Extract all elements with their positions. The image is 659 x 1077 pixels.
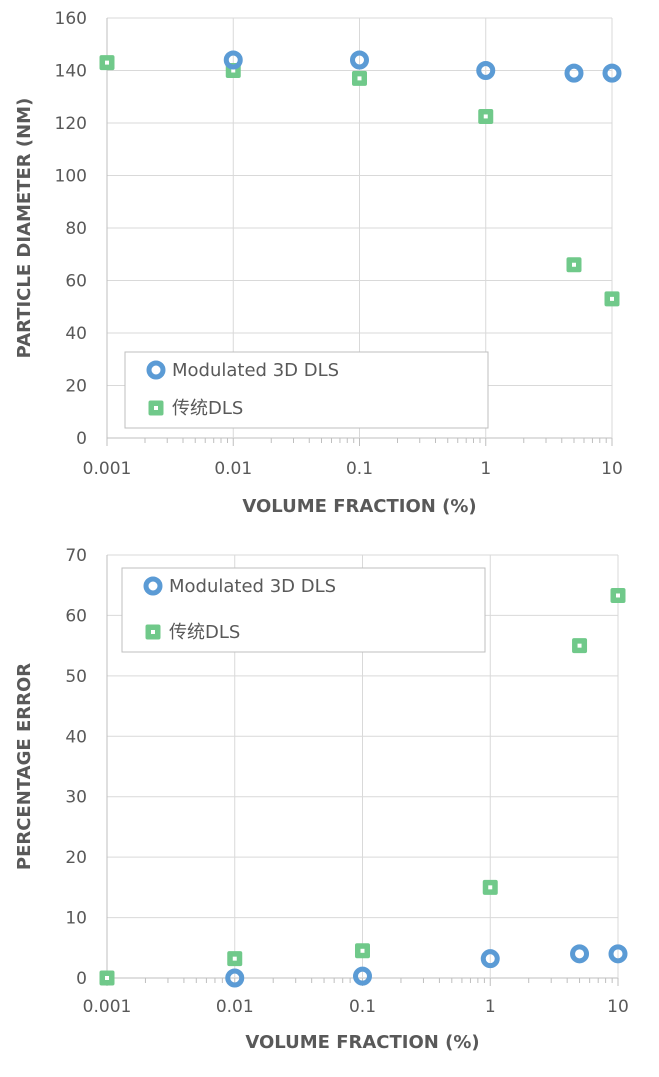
y-tick-label: 40 [65, 324, 87, 344]
legend-entry: Modulated 3D DLS [169, 576, 336, 597]
x-tick-label: 0.001 [83, 459, 132, 479]
y-tick-label: 140 [55, 62, 87, 82]
data-point [566, 257, 582, 273]
data-point [564, 63, 584, 83]
x-tick-label: 1 [485, 997, 496, 1017]
legend-box [124, 351, 489, 429]
y-tick-label: 30 [65, 788, 87, 808]
legend-marker [146, 360, 166, 380]
data-point [482, 879, 498, 895]
legend-entry: 传统DLS [172, 398, 243, 419]
y-tick-label: 20 [65, 848, 87, 868]
series-modulated-3d-dls [223, 50, 622, 83]
data-point [610, 587, 626, 603]
legend-entry: 传统DLS [169, 622, 240, 643]
legend-entry: Modulated 3D DLS [172, 360, 339, 381]
data-point [608, 944, 628, 964]
data-point [227, 951, 243, 967]
legend-marker [148, 400, 164, 416]
series-traditional-dls [99, 55, 620, 307]
y-axis-label: PARTICLE DIAMETER (NM) [14, 98, 35, 359]
x-tick-label: 0.1 [346, 459, 373, 479]
legend-marker [145, 624, 161, 640]
chart-2: 0 10 20 30 40 50 60 70 0.001 0.01 0.1 1 10 VOLUME FRA… [14, 546, 629, 1053]
x-axis-label: VOLUME FRACTION (%) [245, 1032, 479, 1053]
data-point [352, 70, 367, 86]
y-tick-label: 100 [55, 167, 87, 187]
data-point [480, 949, 500, 969]
x-tick-label: 0.01 [216, 997, 254, 1017]
data-point [355, 943, 370, 959]
data-point [478, 108, 494, 124]
y-tick-label: 70 [65, 546, 87, 566]
data-point [602, 63, 622, 83]
y-tick-label: 20 [65, 377, 87, 397]
y-tick-label: 60 [65, 606, 87, 626]
x-tick-label: 0.001 [83, 997, 132, 1017]
y-tick-label: 160 [55, 9, 87, 29]
data-point [572, 638, 588, 654]
y-tick-label: 0 [76, 429, 87, 449]
data-point [570, 944, 590, 964]
legend-box [121, 567, 486, 653]
y-tick-label: 0 [76, 969, 87, 989]
x-tick-label: 0.1 [349, 997, 376, 1017]
data-point [225, 968, 245, 988]
series-modulated-3d-dls [225, 944, 628, 988]
chart-1: 0 20 40 60 80 100 120 140 160 0.001 0.01 0.1 1 10 VOLU… [14, 9, 623, 517]
x-tick-label: 10 [601, 459, 623, 479]
legend-marker [143, 576, 163, 596]
legend: Modulated 3D DLS 传统DLS [121, 567, 486, 653]
x-tick-label: 0.01 [214, 459, 252, 479]
series-traditional-dls [99, 587, 626, 986]
legend: Modulated 3D DLS 传统DLS [124, 351, 489, 429]
data-point [350, 50, 369, 70]
y-tick-label: 50 [65, 667, 87, 687]
data-point [476, 61, 496, 80]
y-tick-label: 80 [65, 219, 87, 239]
y-tick-label: 120 [55, 114, 87, 134]
data-point [99, 970, 115, 986]
data-point [223, 50, 243, 70]
y-tick-label: 60 [65, 272, 87, 292]
data-point [604, 291, 620, 307]
x-tick-label: 1 [480, 459, 491, 479]
x-axis-label: VOLUME FRACTION (%) [242, 496, 476, 517]
y-axis-label: PERCENTAGE ERROR [14, 663, 35, 870]
data-point [99, 55, 115, 71]
data-point [353, 966, 372, 986]
y-tick-label: 40 [65, 727, 87, 747]
y-tick-label: 10 [65, 909, 87, 929]
x-tick-label: 10 [607, 997, 629, 1017]
